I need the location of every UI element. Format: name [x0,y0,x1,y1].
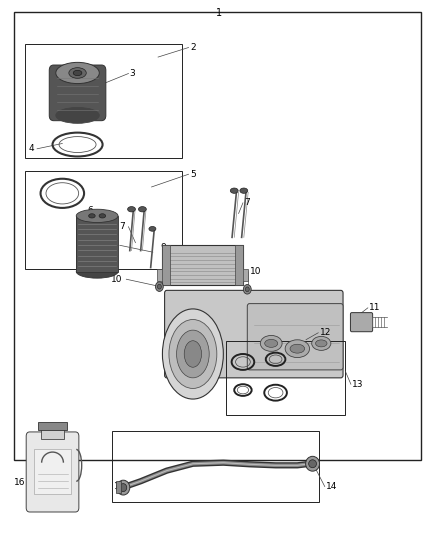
Text: 6: 6 [87,206,93,215]
Text: 2: 2 [191,43,196,52]
Bar [76,216,118,271]
FancyBboxPatch shape [247,304,343,370]
Text: 8: 8 [110,241,116,250]
Ellipse shape [312,336,331,350]
Bar [113,431,319,503]
Bar [34,449,71,495]
Text: 15: 15 [114,482,125,491]
Bar [157,269,165,281]
Text: 10: 10 [111,274,122,284]
FancyBboxPatch shape [165,290,343,378]
Text: 9: 9 [160,244,166,253]
FancyBboxPatch shape [350,313,373,332]
Ellipse shape [138,207,146,212]
Ellipse shape [245,287,249,292]
Ellipse shape [117,480,130,495]
Ellipse shape [309,460,317,468]
Bar [240,269,248,281]
Bar [226,341,345,415]
Ellipse shape [56,62,99,84]
Ellipse shape [127,207,135,212]
Ellipse shape [285,340,310,358]
Text: 10: 10 [250,268,261,276]
Text: 11: 11 [369,303,381,312]
Ellipse shape [240,188,248,193]
Ellipse shape [315,340,327,347]
Text: 3: 3 [130,69,135,78]
Bar [41,427,64,439]
Ellipse shape [184,341,201,367]
Bar [76,216,118,271]
Bar [25,171,182,269]
Text: 7: 7 [244,198,250,207]
Text: 4: 4 [29,144,35,154]
Ellipse shape [99,214,106,218]
Text: 16: 16 [14,478,25,487]
Bar [162,245,243,285]
Bar [39,422,67,430]
Ellipse shape [177,330,209,378]
Bar [116,481,121,493]
Ellipse shape [73,70,82,76]
Text: 12: 12 [320,328,331,337]
Ellipse shape [230,188,238,193]
Ellipse shape [88,214,95,218]
Bar [14,12,421,460]
Ellipse shape [149,227,156,231]
Bar [235,245,243,285]
Ellipse shape [76,209,118,222]
FancyBboxPatch shape [26,432,79,512]
Ellipse shape [265,340,278,348]
Ellipse shape [157,284,161,289]
FancyBboxPatch shape [49,65,106,120]
Bar [25,44,182,158]
Ellipse shape [306,456,320,471]
Ellipse shape [120,483,127,491]
Text: 13: 13 [352,379,364,389]
Ellipse shape [169,319,217,389]
Bar [162,245,170,285]
Text: 7: 7 [120,222,125,231]
Text: 1: 1 [216,8,222,18]
Ellipse shape [76,265,118,278]
Text: 5: 5 [190,169,196,179]
Ellipse shape [260,335,282,351]
Ellipse shape [155,282,163,292]
Text: 14: 14 [326,482,337,491]
Ellipse shape [162,309,223,399]
Ellipse shape [290,344,305,353]
Ellipse shape [244,285,251,294]
Ellipse shape [69,68,86,78]
Ellipse shape [56,108,99,123]
